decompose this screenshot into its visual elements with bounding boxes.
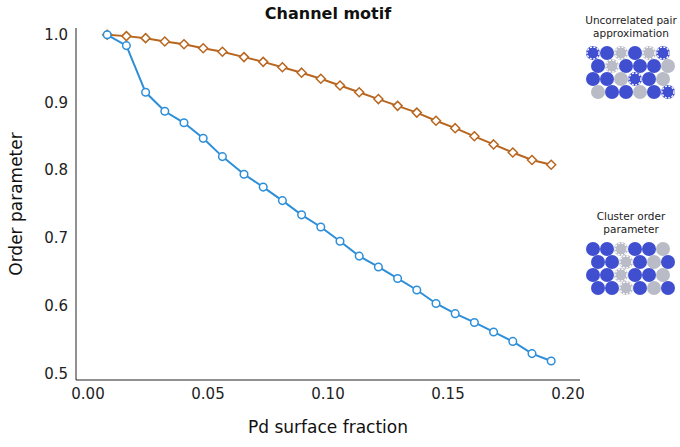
svg-text:0.6: 0.6 xyxy=(44,297,68,315)
svg-text:0.00: 0.00 xyxy=(71,385,104,403)
svg-text:0.9: 0.9 xyxy=(44,94,68,112)
svg-text:1.0: 1.0 xyxy=(44,26,68,44)
svg-text:Pd surface fraction: Pd surface fraction xyxy=(248,417,408,437)
svg-text:0.8: 0.8 xyxy=(44,161,68,179)
html-text:Channel motif: Channel motif xyxy=(264,4,392,23)
html-text:Uncorrelated pair approximatio: Uncorrelated pair approximation xyxy=(585,14,677,39)
svg-text:0.5: 0.5 xyxy=(44,365,68,383)
svg-text:0.20: 0.20 xyxy=(551,385,584,403)
svg-text:0.7: 0.7 xyxy=(44,229,68,247)
svg-text:0.15: 0.15 xyxy=(431,385,464,403)
svg-text:Order parameter: Order parameter xyxy=(6,132,26,275)
svg-text:0.05: 0.05 xyxy=(191,385,224,403)
html-text:Cluster order parameter: Cluster order parameter xyxy=(596,210,666,235)
svg-text:0.10: 0.10 xyxy=(311,385,344,403)
